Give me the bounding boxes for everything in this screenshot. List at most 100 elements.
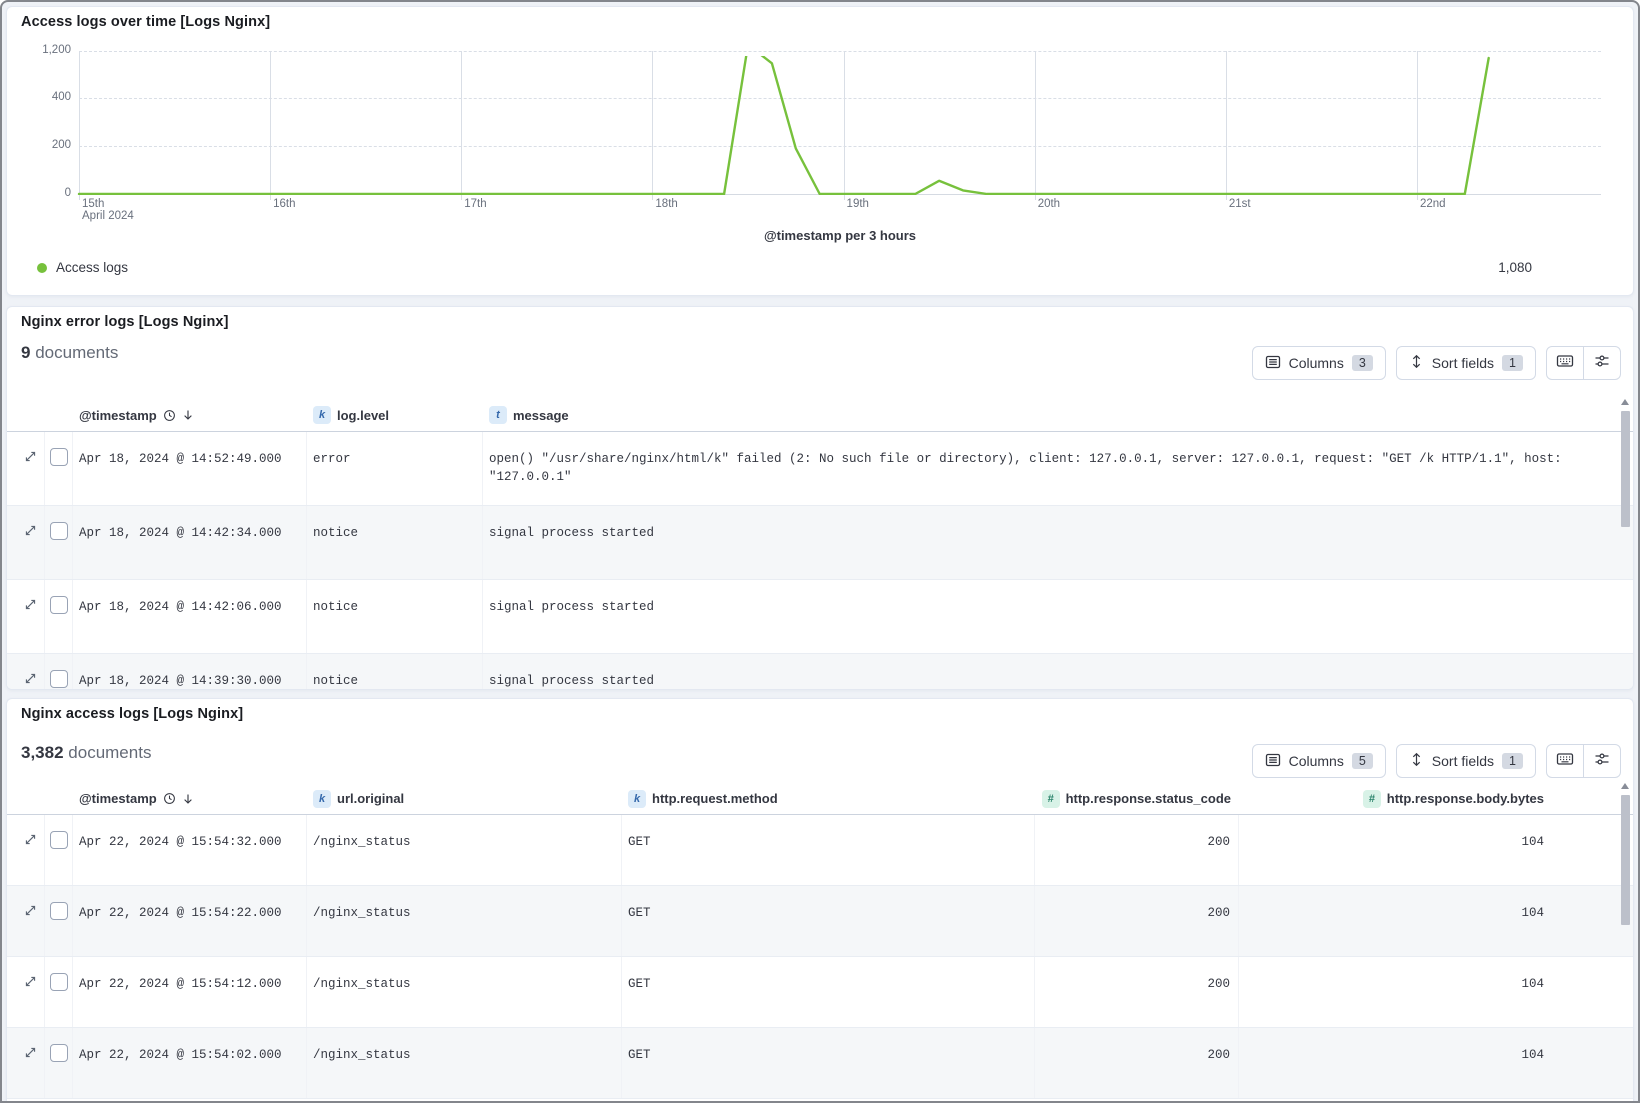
scrollbar-up-arrow[interactable] (1621, 399, 1629, 405)
display-options-button[interactable] (1583, 347, 1620, 379)
row-checkbox[interactable] (49, 902, 68, 920)
x-axis-tick-label: 20th (1037, 198, 1061, 210)
column-header-label: http.response.body.bytes (1386, 791, 1544, 806)
column-header-log-level[interactable]: k log.level (307, 406, 483, 424)
error-grid-scrollbar[interactable] (1619, 397, 1631, 687)
column-header--timestamp[interactable]: @timestamp (73, 408, 307, 423)
cell-timestamp: Apr 22, 2024 @ 15:54:22.000 (73, 886, 307, 956)
row-checkbox[interactable] (49, 670, 68, 688)
expand-row-control[interactable] (17, 957, 45, 1027)
select-row-control[interactable] (45, 815, 73, 885)
cell-timestamp: Apr 18, 2024 @ 14:42:34.000 (73, 506, 307, 579)
columns-button[interactable]: Columns 3 (1251, 346, 1386, 380)
number-field-token: # (1362, 789, 1381, 808)
select-row-control[interactable] (45, 1028, 73, 1098)
column-header-http-response-status-code[interactable]: # http.response.status_code (1035, 789, 1239, 808)
grid-header-row: @timestamp k log.level t message (7, 399, 1633, 432)
expand-row-control[interactable] (17, 886, 45, 956)
expand-row-icon[interactable] (24, 524, 37, 537)
keyword-field-token: k (628, 789, 646, 808)
x-axis-tick-label: 22nd (1419, 198, 1446, 210)
select-row-control[interactable] (45, 886, 73, 956)
expand-row-control[interactable] (17, 1028, 45, 1098)
expand-row-control[interactable] (17, 654, 45, 689)
cell-url: /nginx_status (307, 886, 622, 956)
expand-row-control[interactable] (17, 580, 45, 653)
x-gridline (652, 51, 654, 200)
sort-fields-button[interactable]: Sort fields 1 (1395, 346, 1536, 380)
columns-icon (1265, 752, 1281, 771)
cell-url: /nginx_status (307, 957, 622, 1027)
expand-row-control[interactable] (17, 815, 45, 885)
keyboard-icon (1556, 750, 1574, 773)
expand-row-control[interactable] (17, 506, 45, 579)
error-logs-grid: @timestamp k log.level t message Apr 18, 2024… (7, 399, 1633, 689)
expand-row-icon[interactable] (24, 1046, 37, 1059)
sort-descending-icon[interactable] (182, 793, 194, 805)
keyboard-shortcuts-button[interactable] (1547, 745, 1583, 777)
clock-icon (163, 409, 175, 421)
cell-level: notice (307, 654, 483, 689)
grid-row: Apr 18, 2024 @ 14:42:34.000 notice signal … (7, 506, 1633, 580)
column-header-label: url.original (337, 791, 405, 806)
y-axis-tick-label: 1,200 (42, 44, 71, 56)
expand-row-icon[interactable] (24, 833, 37, 846)
row-checkbox[interactable] (49, 448, 68, 466)
row-checkbox[interactable] (49, 1044, 68, 1062)
expand-row-icon[interactable] (24, 598, 37, 611)
display-options-button[interactable] (1583, 745, 1620, 777)
expand-row-icon[interactable] (24, 975, 37, 988)
column-header-http-request-method[interactable]: k http.request.method (622, 789, 1035, 808)
document-count-label: documents (68, 743, 152, 762)
access-logs-series-line (77, 56, 1490, 195)
expand-row-icon[interactable] (24, 450, 37, 463)
column-header-label: http.request.method (652, 791, 778, 806)
legend-item-access-logs[interactable]: Access logs (37, 260, 128, 275)
scrollbar-up-arrow[interactable] (1621, 783, 1629, 789)
cell-bytes: 104 (1521, 977, 1544, 991)
x-gridline (461, 51, 463, 200)
row-checkbox[interactable] (49, 596, 68, 614)
select-row-control[interactable] (45, 957, 73, 1027)
grid-toolbar: Columns 5 Sort fields 1 (1251, 744, 1621, 778)
expand-row-control[interactable] (17, 432, 45, 505)
keyboard-shortcuts-button[interactable] (1547, 347, 1583, 379)
cell-method: GET (622, 1028, 1035, 1098)
sort-icon (1409, 354, 1424, 372)
y-gridline (79, 98, 1601, 99)
cell-message: signal process started (489, 674, 655, 688)
select-row-control[interactable] (45, 506, 73, 579)
scrollbar-thumb[interactable] (1621, 795, 1630, 925)
sort-fields-button-label: Sort fields (1431, 753, 1495, 769)
column-header-label: @timestamp (79, 407, 157, 423)
grid-icon-button-group (1546, 346, 1621, 380)
grid-row: Apr 18, 2024 @ 14:39:30.000 notice signal … (7, 654, 1633, 689)
column-header-message[interactable]: t message (483, 406, 1611, 424)
legend-label: Access logs (56, 260, 129, 275)
grid-row: Apr 22, 2024 @ 15:54:32.000/nginx_status… (7, 815, 1633, 886)
column-header--timestamp[interactable]: @timestamp (73, 791, 307, 806)
column-header-http-response-body-bytes[interactable]: # http.response.body.bytes (1239, 789, 1552, 808)
select-row-control[interactable] (45, 432, 73, 505)
sort-count-badge: 1 (1502, 355, 1523, 371)
clock-icon (163, 793, 175, 804)
panel-nginx-error-logs: Nginx error logs [Logs Nginx] 9 document… (6, 306, 1634, 690)
y-axis-tick-label: 400 (51, 91, 71, 103)
row-checkbox[interactable] (49, 831, 68, 849)
scrollbar-thumb[interactable] (1621, 411, 1630, 527)
sort-fields-button[interactable]: Sort fields 1 (1395, 744, 1536, 778)
select-row-control[interactable] (45, 654, 73, 689)
sort-descending-icon[interactable] (182, 409, 194, 421)
sort-icon (1409, 752, 1424, 770)
columns-button[interactable]: Columns 5 (1251, 744, 1386, 778)
expand-row-icon[interactable] (24, 904, 37, 917)
document-count-number: 9 (21, 343, 31, 362)
row-checkbox[interactable] (49, 522, 68, 540)
expand-row-icon[interactable] (24, 672, 37, 685)
row-checkbox[interactable] (49, 973, 68, 991)
cell-status: 200 (1035, 957, 1239, 1027)
access-grid-scrollbar[interactable] (1619, 781, 1631, 1101)
cell-method: GET (622, 886, 1035, 956)
column-header-url-original[interactable]: k url.original (307, 789, 622, 808)
select-row-control[interactable] (45, 580, 73, 653)
